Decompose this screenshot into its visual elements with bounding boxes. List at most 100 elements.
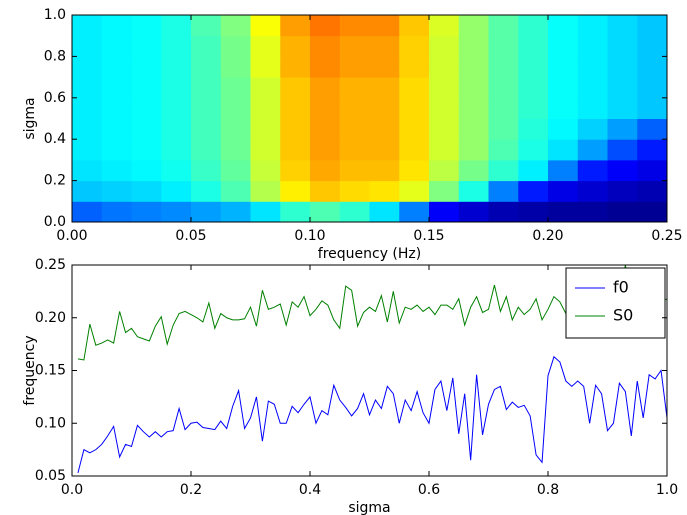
heatmap-cell — [429, 77, 460, 99]
heatmap-cell — [220, 159, 251, 182]
heatmap-cell — [548, 159, 579, 182]
heatmap-cell — [577, 139, 608, 161]
heatmap-cell — [637, 77, 668, 99]
heatmap-cell — [369, 35, 400, 57]
heatmap-cell — [250, 56, 281, 78]
heatmap-cell — [250, 201, 281, 223]
heatmap-cell — [280, 77, 311, 99]
heatmap-cell — [637, 56, 668, 78]
heatmap-cell — [577, 201, 608, 223]
heatmap-cell — [131, 97, 162, 119]
y-tick-label: 0.20 — [35, 310, 66, 326]
heatmap-cell — [637, 180, 668, 202]
heatmap-cell — [191, 97, 222, 119]
heatmap-cell — [339, 139, 370, 161]
heatmap-cell — [161, 56, 192, 78]
heatmap-cell — [101, 159, 132, 182]
heatmap-cell — [280, 35, 311, 57]
heatmap-cell — [310, 118, 341, 140]
heatmap-cell — [429, 56, 460, 78]
heatmap-cell — [429, 97, 460, 119]
heatmap-cell — [548, 56, 579, 78]
heatmap-cell — [250, 159, 281, 182]
heatmap-cell — [220, 139, 251, 161]
heatmap-cell — [250, 97, 281, 119]
y-axis-label: frequency — [22, 335, 38, 405]
heatmap-cell — [577, 97, 608, 119]
x-tick-label: 0.2 — [180, 482, 202, 498]
heatmap-cell — [488, 77, 519, 99]
heatmap-cell — [339, 118, 370, 140]
heatmap-cell — [339, 201, 370, 223]
heatmap-cell — [161, 15, 192, 37]
heatmap-cell — [458, 201, 489, 223]
heatmap-cell — [429, 159, 460, 182]
heatmap-cell — [399, 159, 430, 182]
heatmap-cell — [577, 180, 608, 202]
heatmap-cell — [191, 118, 222, 140]
heatmap-cell — [250, 118, 281, 140]
heatmap-cell — [310, 97, 341, 119]
heatmap-cell — [220, 35, 251, 57]
heatmap-cell — [280, 118, 311, 140]
heatmap-cell — [607, 118, 638, 140]
x-axis-label: sigma — [348, 500, 390, 515]
heatmap-cell — [220, 77, 251, 99]
heatmap-cell — [369, 77, 400, 99]
y-tick-label: 0.4 — [44, 131, 66, 147]
heatmap-cell — [577, 118, 608, 140]
heatmap-cell — [458, 180, 489, 202]
heatmap-cell — [72, 118, 103, 140]
heatmap-cell — [280, 180, 311, 202]
heatmap-cell — [220, 201, 251, 223]
heatmap-cell — [577, 56, 608, 78]
x-tick-label: 0.25 — [651, 228, 682, 244]
heatmap-cell — [548, 35, 579, 57]
heatmap-cell — [607, 201, 638, 223]
heatmap-cell — [548, 180, 579, 202]
heatmap-cell — [250, 139, 281, 161]
heatmap-cell — [131, 35, 162, 57]
heatmap-cell — [488, 15, 519, 37]
heatmap-cell — [280, 97, 311, 119]
heatmap-cell — [637, 159, 668, 182]
heatmap-cell — [607, 15, 638, 37]
heatmap-cell — [101, 97, 132, 119]
heatmap-cell — [548, 15, 579, 37]
heatmap-cell — [518, 159, 549, 182]
y-axis-label: sigma — [22, 97, 38, 139]
heatmap-cell — [250, 35, 281, 57]
heatmap-cell — [429, 201, 460, 223]
heatmap-cell — [161, 118, 192, 140]
heatmap-cell — [101, 139, 132, 161]
heatmap-cell — [458, 56, 489, 78]
heatmap-cell — [518, 97, 549, 119]
heatmap-cell — [131, 77, 162, 99]
heatmap-cell — [339, 35, 370, 57]
heatmap-cell — [429, 15, 460, 37]
heatmap-cell — [280, 159, 311, 182]
heatmap-cell — [607, 180, 638, 202]
heatmap-cell — [429, 118, 460, 140]
heatmap-cell — [131, 118, 162, 140]
heatmap-cell — [220, 180, 251, 202]
heatmap-cell — [488, 180, 519, 202]
x-tick-label: 0.05 — [175, 228, 206, 244]
heatmap-cell — [518, 77, 549, 99]
heatmap-cell — [577, 159, 608, 182]
heatmap-cell — [310, 56, 341, 78]
heatmap-cell — [548, 201, 579, 223]
heatmap-cell — [191, 15, 222, 37]
x-tick-label: 0.00 — [56, 228, 87, 244]
heatmap-cell — [220, 97, 251, 119]
heatmap-cell — [220, 118, 251, 140]
heatmap-cell — [310, 180, 341, 202]
heatmap-cell — [191, 180, 222, 202]
heatmap-cell — [280, 56, 311, 78]
heatmap-cell — [339, 97, 370, 119]
x-tick-label: 0.4 — [299, 482, 321, 498]
heatmap-cell — [250, 180, 281, 202]
heatmap-cell — [191, 77, 222, 99]
y-tick-label: 0.8 — [44, 48, 66, 64]
heatmap-cell — [220, 15, 251, 37]
